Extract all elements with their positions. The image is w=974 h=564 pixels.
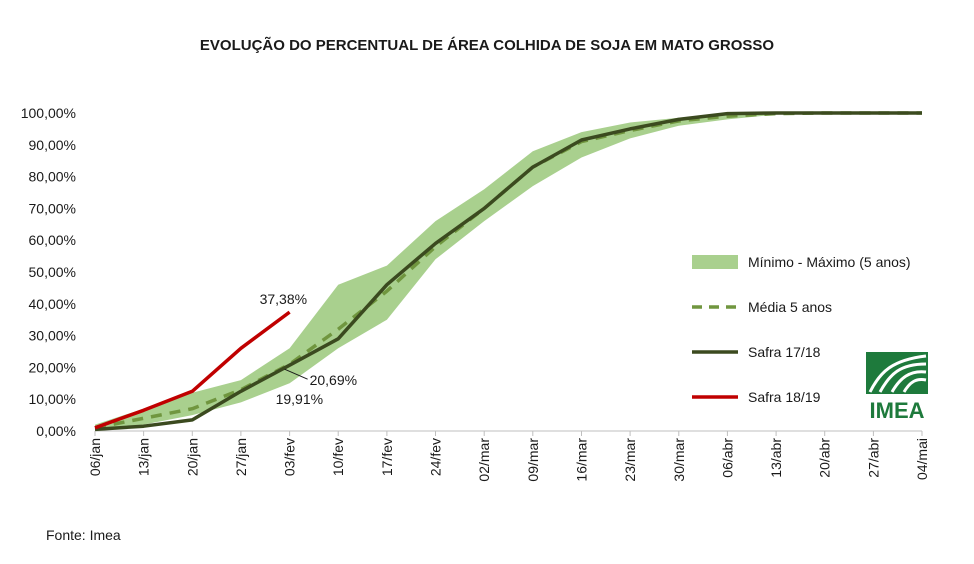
y-tick-label: 40,00% xyxy=(29,296,76,312)
x-tick-label: 03/fev xyxy=(282,438,298,476)
y-tick-label: 100,00% xyxy=(21,105,76,121)
x-tick-label: 23/mar xyxy=(622,438,638,482)
band-layer xyxy=(95,113,922,430)
x-tick-label: 10/fev xyxy=(330,438,346,476)
series-line-1 xyxy=(94,111,922,432)
x-tick-label: 04/mai xyxy=(914,438,930,480)
annotation-leader xyxy=(284,368,308,380)
x-tick-label: 24/fev xyxy=(428,438,444,476)
x-axis: 06/jan 13/jan 20/jan 27/jan 03/fev 10/fev 17/f… xyxy=(87,430,930,482)
y-tick-label: 90,00% xyxy=(29,137,76,153)
series-line-2 xyxy=(94,310,291,430)
y-tick-label: 10,00% xyxy=(29,391,76,407)
legend-label-average: Média 5 anos xyxy=(748,299,832,315)
source-note: Fonte: Imea xyxy=(46,527,121,543)
y-axis: 0,00% 10,00% 20,00% 30,00% 40,00% 50,00% 60,00… xyxy=(21,105,76,439)
y-tick-label: 70,00% xyxy=(29,200,76,216)
x-tick-label: 09/mar xyxy=(525,438,541,482)
x-tick-label: 16/mar xyxy=(574,438,590,482)
x-tick-label: 20/abr xyxy=(817,438,833,478)
annotation-safra-1718: 20,69% xyxy=(310,372,357,388)
annotations: 37,38% 20,69% 19,91% xyxy=(260,291,357,407)
series-layer xyxy=(94,111,922,432)
x-tick-label: 13/abr xyxy=(768,438,784,478)
y-tick-label: 80,00% xyxy=(29,169,76,185)
y-tick-label: 0,00% xyxy=(36,423,76,439)
x-tick-label: 02/mar xyxy=(476,438,492,482)
legend-swatch-band xyxy=(692,255,738,269)
x-tick-label: 20/jan xyxy=(184,438,200,476)
min-max-band xyxy=(95,113,922,430)
y-tick-label: 20,00% xyxy=(29,359,76,375)
annotation-average: 19,91% xyxy=(276,391,323,407)
x-tick-label: 27/abr xyxy=(865,438,881,478)
legend: Mínimo - Máximo (5 anos) Média 5 anos Sa… xyxy=(692,254,911,405)
annotation-safra-1819: 37,38% xyxy=(260,291,307,307)
y-tick-label: 50,00% xyxy=(29,264,76,280)
logo-text: IMEA xyxy=(870,398,925,423)
x-tick-label: 06/jan xyxy=(87,438,103,476)
legend-label-safra-1718: Safra 17/18 xyxy=(748,344,821,360)
x-tick-label: 17/fev xyxy=(379,438,395,476)
x-tick-label: 30/mar xyxy=(671,438,687,482)
imea-logo: IMEA xyxy=(866,352,928,423)
x-tick-label: 13/jan xyxy=(136,438,152,476)
x-tick-label: 27/jan xyxy=(233,438,249,476)
legend-label-band: Mínimo - Máximo (5 anos) xyxy=(748,254,911,270)
y-tick-label: 60,00% xyxy=(29,232,76,248)
legend-label-safra-1819: Safra 18/19 xyxy=(748,389,821,405)
y-tick-label: 30,00% xyxy=(29,328,76,344)
series-line-0 xyxy=(94,111,922,430)
chart-title: EVOLUÇÃO DO PERCENTUAL DE ÁREA COLHIDA D… xyxy=(200,36,775,54)
x-tick-label: 06/abr xyxy=(719,438,735,478)
